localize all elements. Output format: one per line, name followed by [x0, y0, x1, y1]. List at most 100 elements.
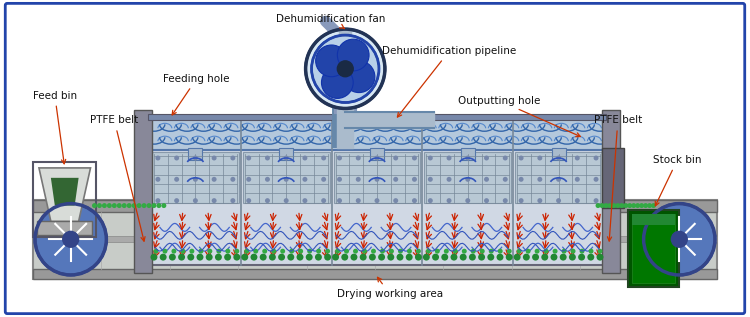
Circle shape — [306, 254, 313, 261]
Circle shape — [407, 249, 412, 254]
Circle shape — [465, 198, 470, 203]
Circle shape — [523, 254, 530, 261]
Circle shape — [338, 61, 353, 77]
Text: Stock bin: Stock bin — [653, 155, 701, 206]
Circle shape — [553, 249, 557, 254]
Circle shape — [435, 249, 439, 254]
Circle shape — [302, 156, 307, 160]
Circle shape — [302, 198, 307, 203]
Polygon shape — [51, 178, 79, 206]
Circle shape — [537, 156, 542, 160]
Circle shape — [216, 249, 221, 254]
Circle shape — [550, 254, 557, 261]
Circle shape — [517, 249, 521, 254]
Circle shape — [427, 198, 433, 203]
Circle shape — [161, 203, 166, 208]
Bar — [150, 118, 604, 265]
Circle shape — [488, 254, 494, 261]
Circle shape — [332, 254, 339, 261]
Text: PTFE belt: PTFE belt — [90, 115, 145, 241]
Circle shape — [233, 254, 240, 261]
Text: Feeding hole: Feeding hole — [164, 74, 230, 115]
Circle shape — [503, 198, 508, 203]
Circle shape — [503, 156, 508, 160]
Circle shape — [484, 177, 489, 182]
Circle shape — [598, 249, 602, 254]
Circle shape — [230, 198, 236, 203]
Bar — [628, 210, 680, 287]
Circle shape — [446, 156, 452, 160]
Circle shape — [446, 177, 452, 182]
Circle shape — [635, 203, 640, 208]
Circle shape — [393, 156, 398, 160]
Circle shape — [163, 249, 167, 254]
Circle shape — [193, 198, 198, 203]
Bar — [33, 200, 717, 279]
Bar — [33, 269, 717, 279]
Circle shape — [265, 156, 270, 160]
Circle shape — [92, 203, 97, 208]
Circle shape — [446, 198, 452, 203]
Circle shape — [326, 249, 330, 254]
Bar — [148, 114, 606, 120]
Circle shape — [432, 254, 439, 261]
Circle shape — [441, 254, 448, 261]
Circle shape — [260, 254, 267, 261]
Circle shape — [374, 177, 380, 182]
Circle shape — [106, 203, 112, 208]
Circle shape — [627, 203, 632, 208]
Circle shape — [460, 254, 466, 261]
Circle shape — [344, 61, 375, 93]
Circle shape — [469, 254, 476, 261]
Circle shape — [498, 249, 502, 254]
Circle shape — [412, 156, 417, 160]
Bar — [424, 152, 512, 203]
Bar — [150, 118, 604, 150]
Circle shape — [142, 203, 146, 208]
Circle shape — [136, 203, 142, 208]
Circle shape — [272, 249, 276, 254]
Circle shape — [215, 254, 222, 261]
Circle shape — [246, 156, 251, 160]
Circle shape — [211, 156, 217, 160]
Circle shape — [246, 198, 251, 203]
Bar — [152, 152, 238, 203]
Circle shape — [644, 203, 648, 208]
Polygon shape — [39, 168, 91, 222]
Circle shape — [172, 249, 176, 254]
Bar — [515, 152, 602, 203]
Circle shape — [269, 254, 276, 261]
Circle shape — [337, 156, 342, 160]
Circle shape — [608, 203, 613, 208]
Circle shape — [296, 254, 304, 261]
Circle shape — [556, 198, 561, 203]
Circle shape — [117, 203, 122, 208]
Bar — [134, 110, 152, 273]
Circle shape — [374, 156, 380, 160]
Circle shape — [290, 249, 294, 254]
Circle shape — [484, 198, 489, 203]
Circle shape — [157, 203, 161, 208]
Circle shape — [193, 156, 198, 160]
Text: Outputting hole: Outputting hole — [458, 95, 580, 137]
Circle shape — [174, 198, 179, 203]
Circle shape — [444, 249, 448, 254]
Bar — [188, 148, 202, 160]
Circle shape — [225, 249, 230, 254]
Circle shape — [155, 156, 160, 160]
Circle shape — [230, 156, 236, 160]
Bar — [279, 148, 293, 160]
Circle shape — [251, 254, 257, 261]
Circle shape — [519, 198, 524, 203]
Circle shape — [471, 249, 476, 254]
Circle shape — [246, 177, 251, 182]
Bar — [37, 222, 92, 235]
Circle shape — [369, 254, 376, 261]
Circle shape — [63, 231, 79, 247]
Circle shape — [181, 249, 185, 254]
Circle shape — [416, 249, 421, 254]
Circle shape — [178, 254, 185, 261]
Text: Dehumidification pipeline: Dehumidification pipeline — [382, 46, 517, 117]
Circle shape — [596, 203, 601, 208]
Circle shape — [311, 35, 379, 102]
